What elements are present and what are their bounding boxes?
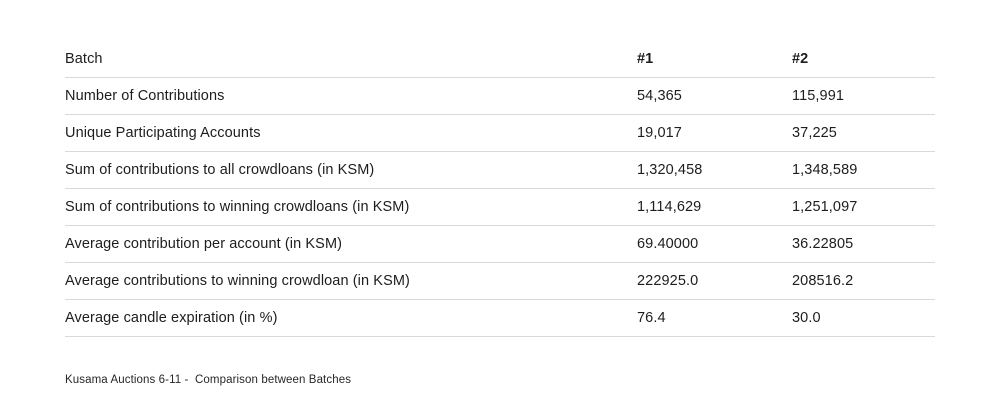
- batch2-value: 1,348,589: [792, 151, 935, 189]
- batch1-value: 1,320,458: [637, 151, 792, 189]
- table-row: Sum of contributions to all crowdloans (…: [65, 151, 935, 189]
- comparison-table-container: Batch #1 #2 Number of Contributions 54,3…: [65, 41, 935, 337]
- batch1-value: 76.4: [637, 299, 792, 337]
- metric-label: Average contribution per account (in KSM…: [65, 225, 637, 263]
- batch1-value: 69.40000: [637, 225, 792, 263]
- batch1-value: 222925.0: [637, 262, 792, 300]
- batch1-value: 1,114,629: [637, 188, 792, 226]
- metric-label: Unique Participating Accounts: [65, 114, 637, 152]
- metric-label: Sum of contributions to winning crowdloa…: [65, 188, 637, 226]
- metric-label: Average contributions to winning crowdlo…: [65, 262, 637, 300]
- table-body: Number of Contributions 54,365 115,991 U…: [65, 77, 935, 337]
- table-row: Unique Participating Accounts 19,017 37,…: [65, 114, 935, 152]
- column-header-batch2: #2: [792, 41, 935, 78]
- table-header: Batch #1 #2: [65, 41, 935, 78]
- batch2-value: 115,991: [792, 77, 935, 115]
- table-row: Average contributions to winning crowdlo…: [65, 262, 935, 300]
- batch1-value: 19,017: [637, 114, 792, 152]
- metric-label: Sum of contributions to all crowdloans (…: [65, 151, 637, 189]
- column-header-batch1: #1: [637, 41, 792, 78]
- table-row: Sum of contributions to winning crowdloa…: [65, 188, 935, 226]
- metric-label: Number of Contributions: [65, 77, 637, 115]
- batch2-value: 1,251,097: [792, 188, 935, 226]
- comparison-table: Batch #1 #2 Number of Contributions 54,3…: [65, 41, 935, 337]
- table-row: Number of Contributions 54,365 115,991: [65, 77, 935, 115]
- batch2-value: 208516.2: [792, 262, 935, 300]
- table-caption: Kusama Auctions 6-11 - Comparison betwee…: [65, 374, 352, 386]
- batch1-value: 54,365: [637, 77, 792, 115]
- batch2-value: 37,225: [792, 114, 935, 152]
- batch2-value: 36.22805: [792, 225, 935, 263]
- metric-label: Average candle expiration (in %): [65, 299, 637, 337]
- batch2-value: 30.0: [792, 299, 935, 337]
- header-row: Batch #1 #2: [65, 41, 935, 78]
- table-row: Average contribution per account (in KSM…: [65, 225, 935, 263]
- column-header-metric: Batch: [65, 41, 637, 78]
- table-row: Average candle expiration (in %) 76.4 30…: [65, 299, 935, 337]
